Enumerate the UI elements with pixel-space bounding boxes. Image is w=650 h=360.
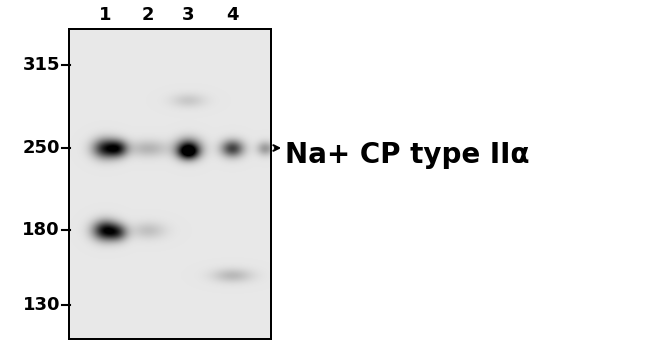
Text: 315: 315 [23,56,60,74]
Text: 180: 180 [22,221,60,239]
Text: 130: 130 [23,296,60,314]
Text: 3: 3 [182,6,194,24]
Text: 4: 4 [226,6,239,24]
Text: 2: 2 [142,6,154,24]
Text: Na+ CP type IIα: Na+ CP type IIα [285,141,530,169]
Text: 1: 1 [99,6,111,24]
Text: 250: 250 [23,139,60,157]
